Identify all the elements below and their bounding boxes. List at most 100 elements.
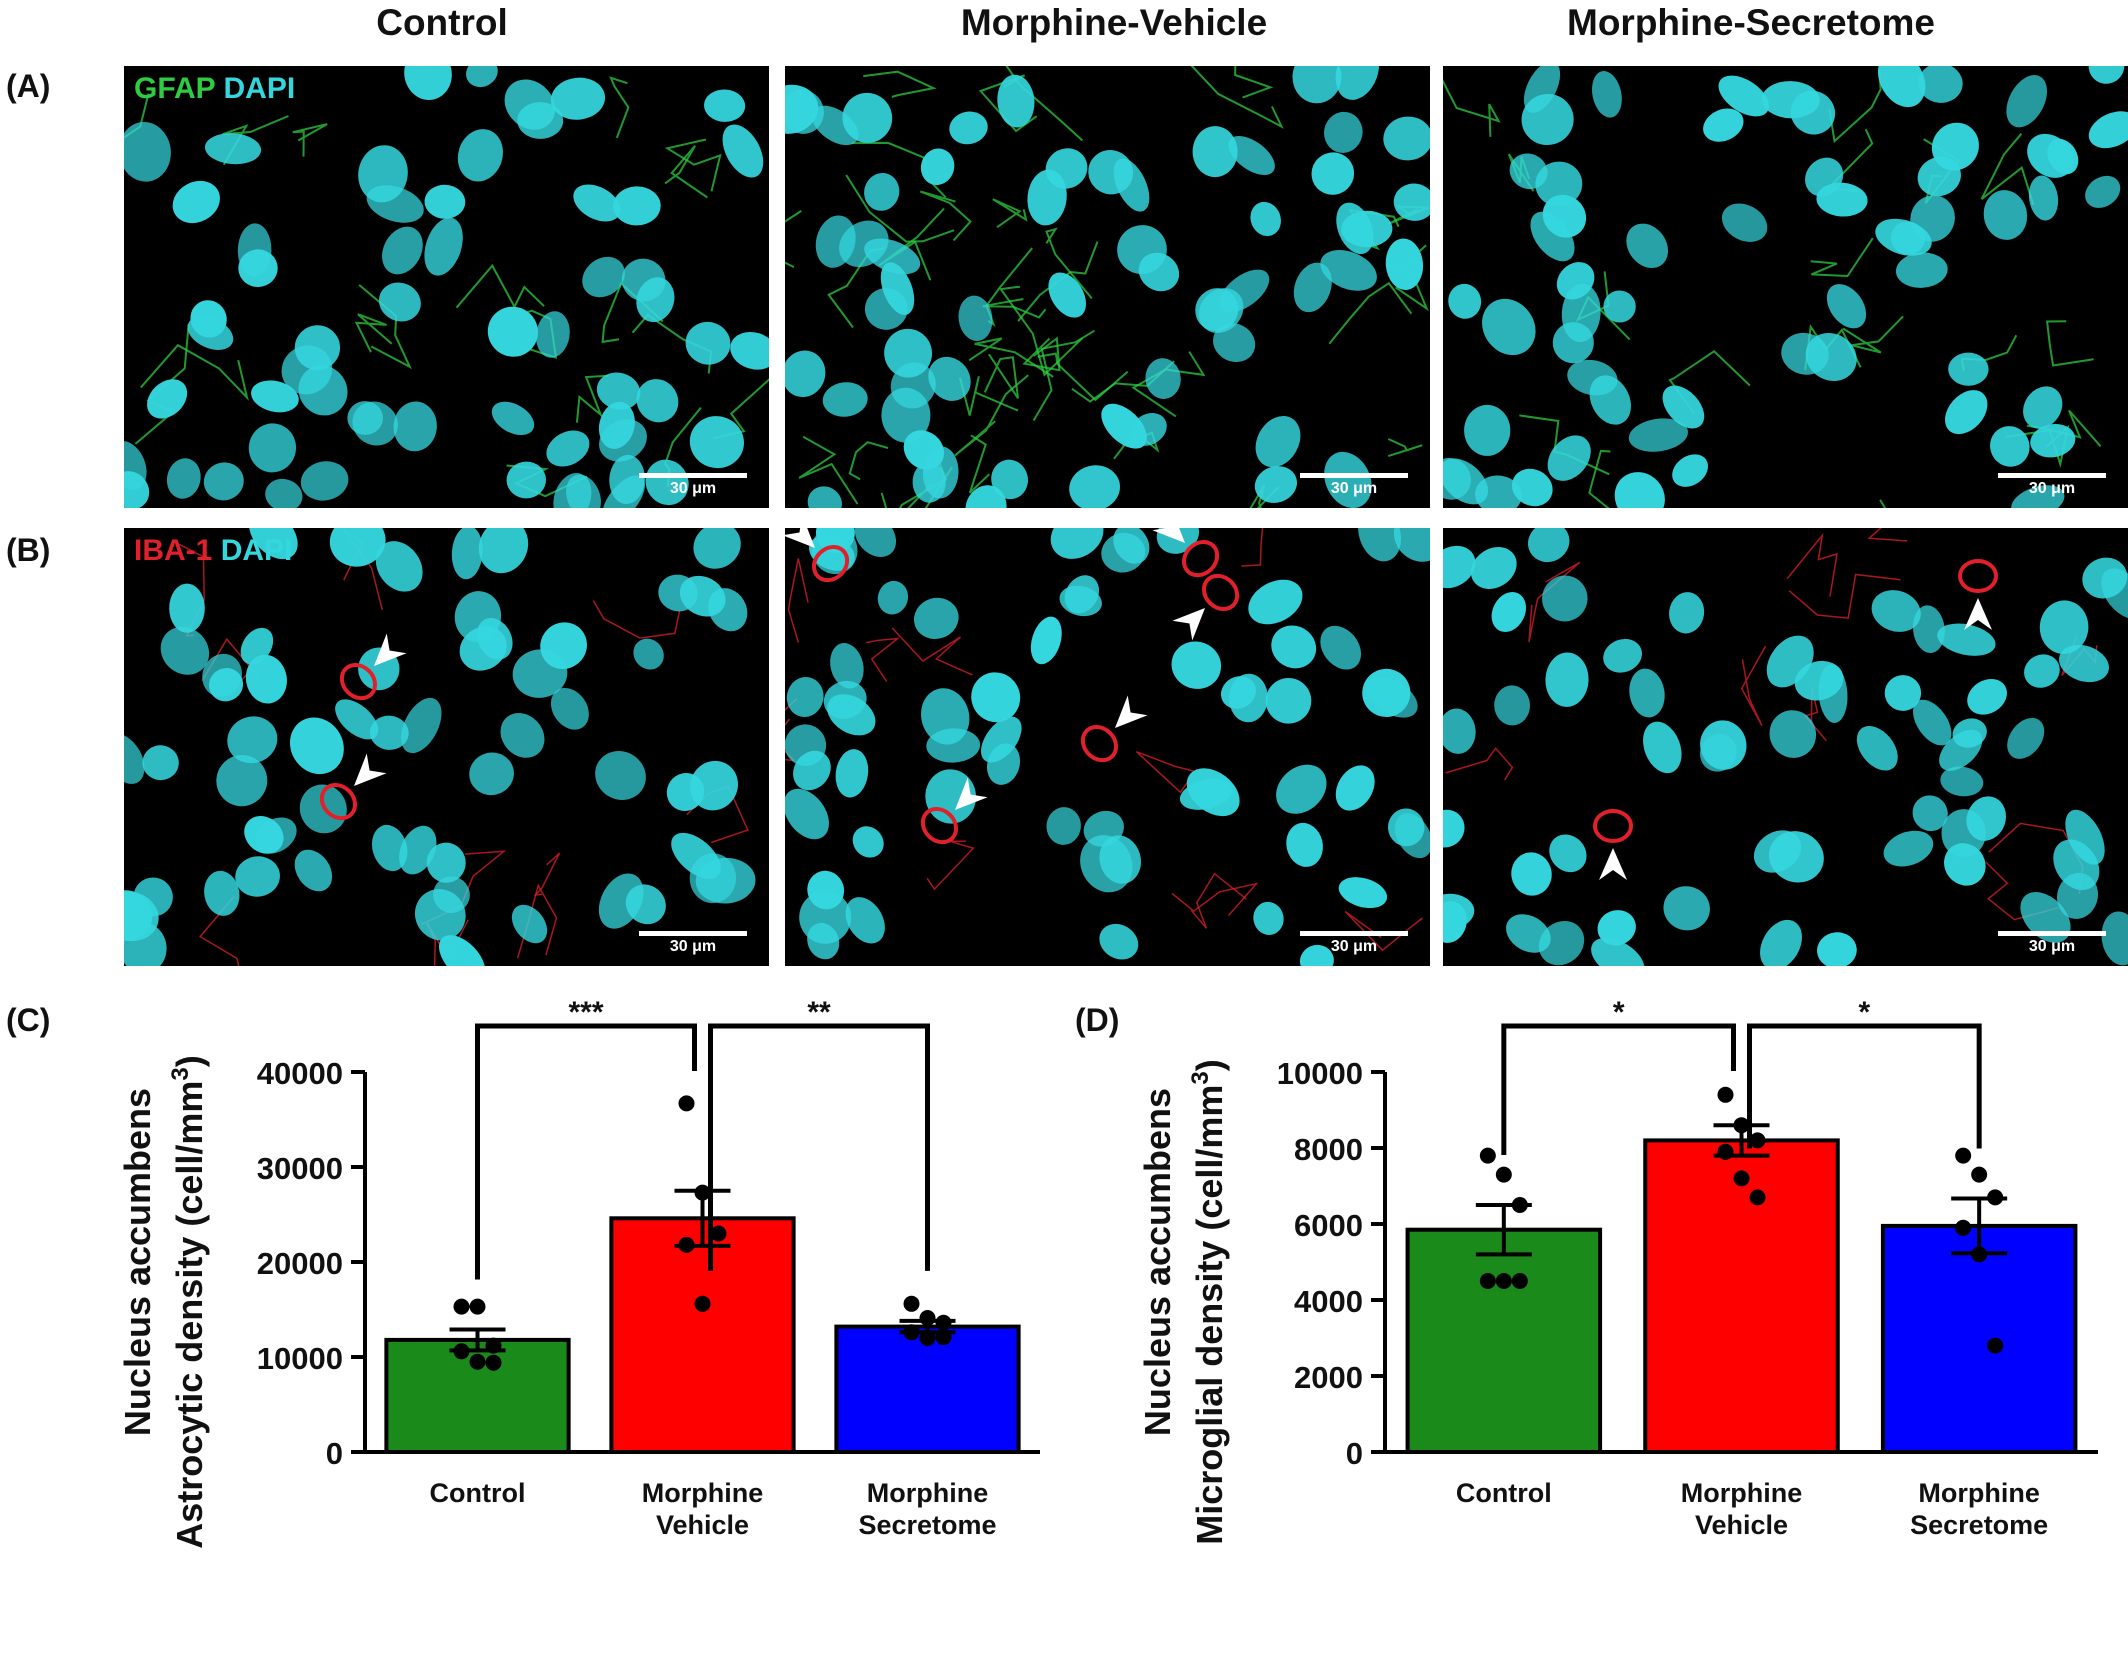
nucleus [369, 715, 409, 750]
nucleus [1393, 528, 1430, 562]
data-point [469, 1298, 486, 1315]
nucleus [249, 528, 298, 560]
nucleus [913, 597, 959, 639]
category-label: Vehicle [1695, 1510, 1788, 1540]
bar [1880, 1223, 2078, 1454]
y-tick-label: 0 [1346, 1436, 1363, 1471]
nucleus [237, 223, 272, 277]
nucleus [852, 826, 884, 858]
glial-process [1387, 438, 1423, 458]
nucleus [633, 638, 664, 670]
nucleus [491, 401, 535, 436]
y-tick-label: 6000 [1294, 1208, 1363, 1243]
glial-process [664, 138, 722, 192]
glial-process [926, 840, 975, 891]
nucleus [1884, 675, 1922, 711]
arrowhead-marker [1172, 573, 1240, 641]
nucleus [1545, 652, 1589, 707]
category-label: Secretome [1910, 1510, 2048, 1540]
nucleus [1324, 451, 1372, 508]
nucleus [265, 478, 303, 508]
nucleus [842, 92, 893, 143]
nucleus [124, 471, 150, 508]
nucleus [645, 459, 689, 506]
data-point [678, 1236, 695, 1253]
nucleus [1597, 910, 1636, 946]
glial-process [1443, 79, 1501, 137]
nucleus [1589, 375, 1631, 425]
nucleus [2006, 75, 2048, 128]
nucleus [1048, 272, 1086, 318]
nucleus [785, 84, 819, 134]
y-tick-label: 2000 [1294, 1360, 1363, 1395]
glial-process [575, 374, 610, 423]
panel-label-b: (B) [6, 532, 51, 568]
nucleus [704, 89, 746, 122]
nucleus [251, 380, 299, 413]
nucleus [204, 133, 262, 165]
glial-process [292, 123, 328, 157]
nucleus [835, 749, 869, 798]
nucleus [1912, 795, 1948, 832]
significance-bracket [708, 1023, 930, 1271]
nucleus [1626, 223, 1669, 269]
data-point [1971, 1246, 1988, 1263]
nucleus [1335, 765, 1375, 811]
nucleus [1941, 809, 1986, 858]
column-title-morphine-vehicle: Morphine-Vehicle [960, 2, 1268, 43]
glial-process [845, 174, 955, 243]
glial-process [787, 558, 809, 643]
arrowhead-marker [339, 633, 407, 701]
nucleus [1088, 150, 1134, 195]
arrowhead-marker [785, 528, 850, 583]
glial-process [919, 190, 972, 242]
nucleus [1952, 718, 1987, 748]
nucleus [500, 713, 545, 758]
nucleus [845, 897, 885, 944]
nucleus [487, 306, 539, 357]
scale-bar: 30 μm [1300, 473, 1408, 498]
nucleus [203, 462, 244, 501]
nucleus [476, 617, 513, 660]
nucleus [208, 668, 244, 702]
nucleus [2024, 654, 2060, 688]
nucleus [424, 184, 466, 219]
nucleus [1311, 152, 1355, 195]
glial-process [959, 376, 1019, 416]
nucleus [1470, 547, 1517, 589]
nucleus [1383, 116, 1430, 161]
nucleus [880, 262, 915, 315]
nucleus [922, 446, 959, 499]
data-point [903, 1295, 920, 1312]
nucleus [375, 541, 423, 592]
nucleus [1781, 332, 1829, 375]
glial-process [1037, 352, 1129, 402]
nucleus [1027, 169, 1067, 226]
nucleus [1918, 66, 1963, 103]
category-label: Morphine [867, 1478, 989, 1508]
significance-label: * [1858, 1000, 1870, 1029]
data-point [1495, 1273, 1512, 1289]
nucleus [1672, 454, 1709, 487]
nucleus [1753, 830, 1802, 873]
nucleus [1761, 81, 1820, 119]
nucleus [971, 672, 1021, 723]
nucleus [1542, 575, 1588, 622]
nucleus [864, 172, 900, 211]
nucleus [636, 379, 679, 423]
nucleus [920, 148, 955, 186]
nucleus [1912, 605, 1945, 654]
nucleus [335, 699, 379, 740]
data-point [1495, 1166, 1512, 1183]
scale-bar: 30 μm [1998, 931, 2106, 956]
micrograph-iba1-morphine-vehicle: 30 μm [785, 528, 1430, 966]
nucleus [382, 226, 423, 275]
micrograph-gfap-morphine-vehicle: 30 μm [785, 66, 1430, 508]
glial-process [1045, 227, 1093, 300]
glial-process [1788, 573, 1901, 619]
nucleus [807, 486, 842, 508]
glial-process [199, 895, 240, 966]
glial-process [863, 70, 937, 98]
chart-astrocytic-density: 0 10000 20000 30000 40000 Nucleus accumbens As… [117, 1000, 1040, 1549]
micrograph-cells [1443, 66, 2128, 508]
